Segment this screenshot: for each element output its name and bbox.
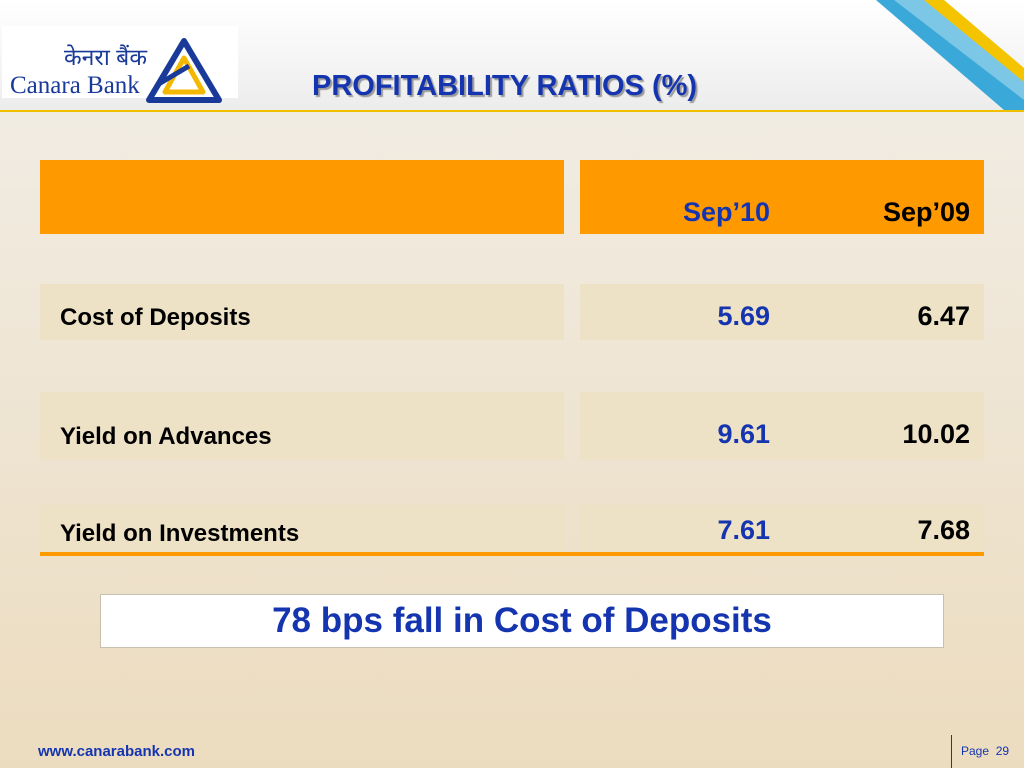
table-header-label-cell — [40, 160, 564, 234]
logo-english-text: Canara Bank — [10, 72, 140, 99]
value-sep10: 9.61 — [717, 419, 770, 449]
table-row-label-cost-of-deposits: Cost of Deposits — [40, 284, 564, 340]
value-sep10: 7.61 — [717, 515, 770, 545]
column-header-sep09: Sep’09 — [882, 197, 970, 227]
table-row-values-cost-of-deposits: 5.69 6.47 — [580, 284, 984, 340]
value-sep09: 6.47 — [917, 301, 970, 331]
canara-bank-logo: केनरा बैंक Canara Bank — [2, 26, 238, 103]
corner-decoration — [876, 0, 1024, 110]
table-header-values-cell: Sep’10 Sep’09 — [580, 160, 984, 234]
table-row-values-yield-on-advances: 9.61 10.02 — [580, 392, 984, 460]
highlight-note-box: 78 bps fall in Cost of Deposits — [100, 594, 944, 648]
page-number-value: 29 — [995, 744, 1010, 758]
value-sep09: 7.68 — [917, 515, 970, 545]
logo-hindi-text: केनरा बैंक — [64, 44, 147, 70]
page-label: Page — [961, 744, 990, 758]
slide-header: केनरा बैंक Canara Bank PROFITABILITY RAT… — [0, 0, 1024, 112]
highlight-note-text: 78 bps fall in Cost of Deposits — [272, 601, 772, 640]
table-row-label-yield-on-advances: Yield on Advances — [40, 392, 564, 460]
page-title: PROFITABILITY RATIOS (%) — [312, 70, 698, 102]
footer-website-link[interactable]: www.canarabank.com — [38, 743, 196, 760]
row-label: Yield on Advances — [60, 423, 272, 450]
table-row-label-yield-on-investments: Yield on Investments — [40, 505, 564, 552]
row-label: Cost of Deposits — [60, 304, 251, 331]
table-bottom-rule — [40, 552, 984, 556]
table-row-values-yield-on-investments: 7.61 7.68 — [580, 505, 984, 552]
value-sep10: 5.69 — [717, 301, 770, 331]
page-number: Page 29 — [961, 744, 1009, 758]
canara-triangle-icon — [146, 38, 222, 103]
row-label: Yield on Investments — [60, 520, 300, 547]
value-sep09: 10.02 — [902, 419, 970, 449]
footer-divider — [951, 735, 952, 768]
column-header-sep10: Sep’10 — [682, 197, 770, 227]
